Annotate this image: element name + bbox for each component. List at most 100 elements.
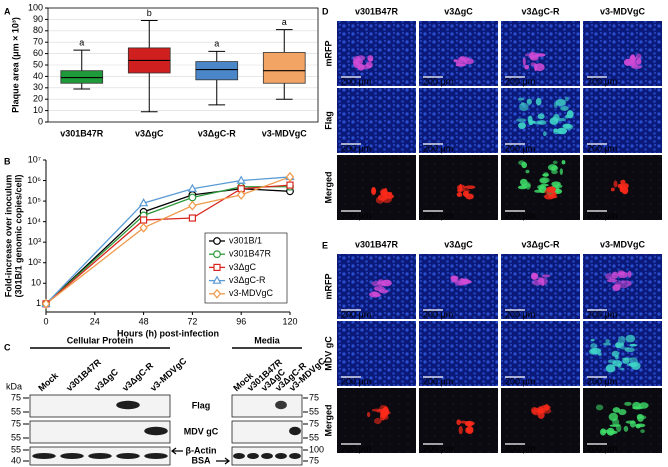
- signal: [352, 56, 361, 62]
- blot-band: [32, 453, 56, 459]
- blot-strip: [29, 420, 171, 444]
- scale-bar-label: 200 μm: [505, 443, 535, 453]
- signal: [590, 347, 602, 355]
- x-tick-label: 0: [43, 316, 48, 326]
- lane-label: Mock: [36, 370, 61, 393]
- signal: [379, 189, 386, 195]
- y-tick-label: 30: [33, 82, 43, 92]
- scale-bar-label: 200 μm: [587, 210, 617, 220]
- lane-label: v3ΔgC: [92, 366, 120, 393]
- size-marker: 75: [309, 392, 319, 402]
- signal: [623, 58, 632, 66]
- signal: [602, 342, 612, 346]
- row-label: mRFP: [323, 273, 333, 299]
- plot-frame: [47, 7, 319, 123]
- x-axis-title: Hours (h) post-infection: [117, 328, 219, 338]
- micrograph: [337, 21, 416, 86]
- signal: [547, 195, 558, 199]
- signal: [378, 289, 389, 294]
- micrograph: [419, 88, 498, 153]
- signal: [618, 408, 627, 416]
- marker: [187, 183, 198, 192]
- y-tick-label: 60: [33, 48, 43, 58]
- panel-label: B: [4, 156, 11, 166]
- signal: [538, 277, 544, 283]
- scale-bar-label: 200 μm: [587, 76, 617, 86]
- panel-label: E: [322, 240, 328, 250]
- marker: [212, 275, 222, 284]
- significance-letter: b: [147, 8, 152, 18]
- blot-band: [275, 453, 287, 459]
- signal: [619, 347, 630, 350]
- micrograph: [419, 21, 498, 86]
- arrow: [171, 447, 183, 455]
- y-tick-label: 90: [33, 14, 43, 24]
- signal: [381, 279, 392, 287]
- signal: [381, 195, 392, 204]
- micrograph: [337, 321, 416, 386]
- column-header: v3ΔgC: [444, 6, 473, 16]
- blot-band: [144, 453, 168, 459]
- signal: [535, 53, 546, 57]
- blot-band: [144, 426, 168, 436]
- signal: [617, 270, 625, 276]
- signal: [630, 56, 638, 61]
- size-marker: 100: [309, 444, 324, 454]
- marker: [138, 198, 149, 207]
- signal: [631, 59, 639, 67]
- signal: [517, 97, 525, 101]
- scale-bar-label: 200 μm: [505, 76, 535, 86]
- scale-bar-label: 200 μm: [505, 376, 535, 386]
- column-header: v301B47R: [355, 239, 399, 249]
- signal: [635, 423, 641, 429]
- signal: [456, 192, 463, 197]
- signal: [629, 343, 638, 347]
- signal: [461, 278, 470, 285]
- signal: [522, 57, 526, 66]
- significance-letter: a: [79, 38, 84, 48]
- signal: [553, 128, 558, 133]
- signal: [544, 189, 551, 195]
- blot-strip: [29, 394, 171, 418]
- y-tick-label: 1: [36, 298, 41, 308]
- signal: [460, 278, 464, 283]
- x-tick-label: v3ΔgC-R: [198, 128, 236, 138]
- arrow: [216, 457, 230, 465]
- y-tick-label: 10⁷: [28, 154, 41, 164]
- micrograph: [337, 88, 416, 153]
- signal: [635, 53, 642, 60]
- scale-bar-label: 200 μm: [341, 210, 371, 220]
- signal: [534, 63, 538, 72]
- signal: [555, 184, 563, 189]
- y-tick-label: 70: [33, 37, 43, 47]
- signal: [374, 293, 382, 297]
- signal: [458, 426, 463, 435]
- panel-label: A: [4, 6, 11, 16]
- row-label: mRFP: [323, 40, 333, 66]
- y-tick-label: 80: [33, 25, 43, 35]
- signal: [465, 193, 474, 200]
- signal: [535, 97, 542, 106]
- signal: [618, 282, 629, 289]
- micrograph: [419, 321, 498, 386]
- scale-bar-label: 200 μm: [423, 309, 453, 319]
- signal: [542, 408, 552, 414]
- size-marker: 75: [309, 418, 319, 428]
- scale-bar-label: 200 μm: [341, 143, 371, 153]
- blot-row-label: MDV gC: [184, 426, 219, 436]
- blot-band: [60, 453, 84, 459]
- column-header: v3ΔgC: [444, 239, 473, 249]
- size-marker: 75: [11, 392, 21, 402]
- signal: [461, 56, 470, 62]
- signal: [539, 178, 548, 184]
- signal: [378, 281, 383, 285]
- y-tick-label: 0: [38, 116, 43, 126]
- significance-letter: a: [214, 39, 219, 49]
- size-marker: 55: [11, 432, 21, 442]
- box: [262, 52, 306, 84]
- scale-bar-label: 200 μm: [505, 143, 535, 153]
- scale-bar-label: 200 μm: [423, 376, 453, 386]
- legend-label: v3ΔgC-R: [229, 275, 266, 285]
- signal: [611, 350, 620, 358]
